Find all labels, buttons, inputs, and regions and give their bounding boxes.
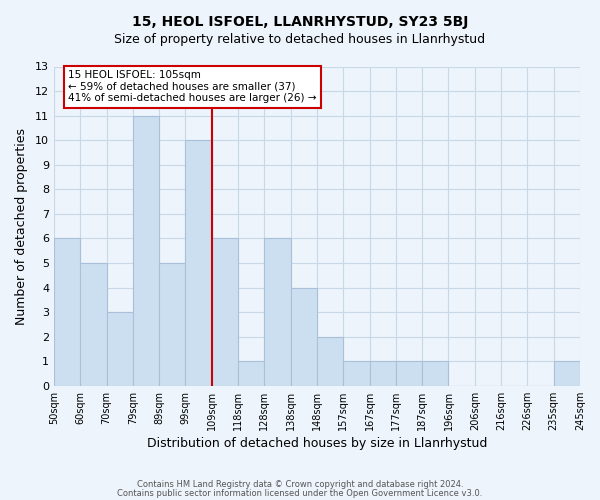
Text: 15 HEOL ISFOEL: 105sqm
← 59% of detached houses are smaller (37)
41% of semi-det: 15 HEOL ISFOEL: 105sqm ← 59% of detached… <box>68 70 317 103</box>
X-axis label: Distribution of detached houses by size in Llanrhystud: Distribution of detached houses by size … <box>147 437 487 450</box>
Bar <box>290 288 317 386</box>
Bar <box>343 362 370 386</box>
Bar <box>212 238 238 386</box>
Text: 15, HEOL ISFOEL, LLANRHYSTUD, SY23 5BJ: 15, HEOL ISFOEL, LLANRHYSTUD, SY23 5BJ <box>132 15 468 29</box>
Bar <box>422 362 448 386</box>
Bar <box>554 362 580 386</box>
Text: Contains public sector information licensed under the Open Government Licence v3: Contains public sector information licen… <box>118 489 482 498</box>
Y-axis label: Number of detached properties: Number of detached properties <box>15 128 28 324</box>
Bar <box>80 263 107 386</box>
Text: Size of property relative to detached houses in Llanrhystud: Size of property relative to detached ho… <box>115 32 485 46</box>
Bar <box>370 362 396 386</box>
Bar <box>185 140 212 386</box>
Bar <box>159 263 185 386</box>
Bar <box>238 362 265 386</box>
Bar <box>54 238 80 386</box>
Bar <box>396 362 422 386</box>
Bar <box>107 312 133 386</box>
Bar <box>317 336 343 386</box>
Bar <box>265 238 290 386</box>
Bar <box>133 116 159 386</box>
Text: Contains HM Land Registry data © Crown copyright and database right 2024.: Contains HM Land Registry data © Crown c… <box>137 480 463 489</box>
